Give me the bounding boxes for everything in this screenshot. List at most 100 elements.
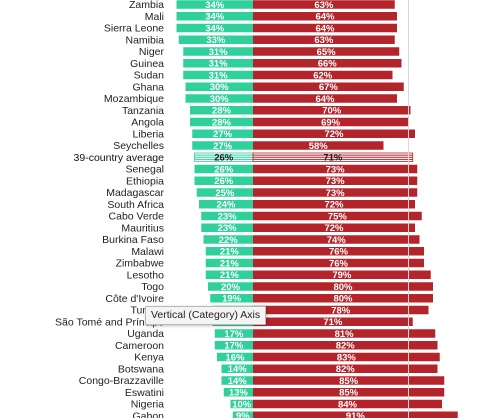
positive-bar <box>183 47 253 56</box>
category-label: São Tomé and Príncipe <box>55 316 164 328</box>
category-label: Burkina Faso <box>102 234 164 246</box>
negative-bar <box>253 35 395 44</box>
category-label: Lesotho <box>127 269 165 281</box>
category-label: Zambia <box>129 0 164 11</box>
category-label: Sudan <box>134 70 165 82</box>
negative-bar <box>253 200 415 209</box>
negative-bar <box>253 258 424 268</box>
positive-value-label: 14% <box>228 376 248 387</box>
negative-bar <box>253 176 418 185</box>
negative-bar <box>253 141 384 150</box>
negative-bar <box>253 411 458 418</box>
negative-value-label: 63% <box>314 0 334 11</box>
negative-value-label: 71% <box>323 317 343 328</box>
positive-bar <box>190 106 253 115</box>
positive-value-label: 21% <box>220 247 240 258</box>
negative-value-label: 64% <box>315 12 335 23</box>
category-label: 39-country average <box>74 152 165 164</box>
category-label: Seychelles <box>113 140 164 152</box>
positive-value-label: 23% <box>218 211 238 222</box>
positive-value-label: 30% <box>210 82 230 93</box>
category-label: Namibia <box>125 34 164 46</box>
negative-value-label: 65% <box>317 47 337 58</box>
axis-tooltip: Vertical (Category) Axis <box>145 306 267 325</box>
category-label: Zimbabwe <box>116 258 165 270</box>
positive-bar <box>190 117 253 127</box>
plot-area-border <box>408 0 409 418</box>
negative-value-label: 64% <box>315 23 335 34</box>
positive-bar <box>178 35 253 44</box>
category-label: Nigeria <box>131 399 164 411</box>
positive-value-label: 20% <box>221 282 241 293</box>
positive-bar <box>194 164 253 174</box>
positive-value-label: 31% <box>209 70 229 81</box>
positive-bar <box>199 200 253 209</box>
positive-value-label: 34% <box>205 0 225 11</box>
positive-bar <box>203 235 253 244</box>
positive-value-label: 26% <box>214 164 234 175</box>
positive-value-label: 9% <box>236 411 250 418</box>
negative-value-label: 78% <box>331 305 351 316</box>
positive-bar <box>196 188 253 197</box>
negative-bar <box>253 282 433 291</box>
negative-value-label: 72% <box>324 223 344 234</box>
positive-value-label: 25% <box>215 188 235 199</box>
negative-value-label: 80% <box>333 282 353 293</box>
negative-value-label: 70% <box>322 106 342 117</box>
negative-bar <box>253 352 440 362</box>
positive-value-label: 34% <box>205 12 225 23</box>
negative-value-label: 73% <box>326 188 346 199</box>
negative-value-label: 72% <box>324 129 344 140</box>
category-label: Ghana <box>132 81 164 93</box>
positive-value-label: 21% <box>220 270 240 281</box>
category-label: Congo-Brazzaville <box>79 375 164 387</box>
category-label: Niger <box>139 46 165 58</box>
positive-value-label: 17% <box>224 341 244 352</box>
negative-bar <box>253 59 402 68</box>
negative-bar <box>253 188 418 197</box>
negative-value-label: 85% <box>339 376 359 387</box>
category-label: Cameroon <box>115 340 164 352</box>
category-label: Côte d'Ivoire <box>105 293 164 305</box>
positive-value-label: 13% <box>229 388 249 399</box>
negative-value-label: 58% <box>309 141 329 152</box>
positive-value-label: 34% <box>205 23 225 34</box>
category-label: Ethiopia <box>126 175 164 187</box>
negative-value-label: 85% <box>339 388 359 399</box>
negative-value-label: 69% <box>321 117 341 128</box>
positive-bar <box>217 352 253 362</box>
positive-bar <box>185 82 253 91</box>
positive-bar <box>185 94 253 103</box>
negative-value-label: 76% <box>329 258 349 269</box>
category-label: Guinea <box>130 58 164 70</box>
negative-bar <box>253 317 413 326</box>
positive-value-label: 26% <box>214 153 234 164</box>
negative-value-label: 76% <box>329 247 349 258</box>
category-label: Sierra Leone <box>104 23 164 35</box>
category-label: Uganda <box>127 328 164 340</box>
positive-bar <box>194 176 253 185</box>
negative-bar <box>253 47 400 56</box>
positive-bar <box>201 223 253 232</box>
negative-bar <box>253 106 411 115</box>
positive-bar <box>183 59 253 68</box>
positive-value-label: 21% <box>220 258 240 269</box>
negative-bar <box>253 164 418 174</box>
positive-value-label: 23% <box>218 223 238 234</box>
negative-bar <box>253 12 397 21</box>
negative-bar <box>253 388 445 397</box>
positive-bar <box>214 329 253 338</box>
negative-bar <box>253 223 415 232</box>
negative-value-label: 73% <box>326 164 346 175</box>
category-label: Gabon <box>132 410 164 418</box>
category-label: Cabo Verde <box>109 211 165 223</box>
positive-value-label: 10% <box>232 399 252 410</box>
negative-value-label: 67% <box>319 82 339 93</box>
negative-value-label: 73% <box>326 176 346 187</box>
negative-bar <box>253 23 397 33</box>
category-label: Malawi <box>131 246 164 258</box>
negative-value-label: 79% <box>332 270 352 281</box>
positive-value-label: 27% <box>213 129 233 140</box>
negative-bar <box>253 0 395 9</box>
